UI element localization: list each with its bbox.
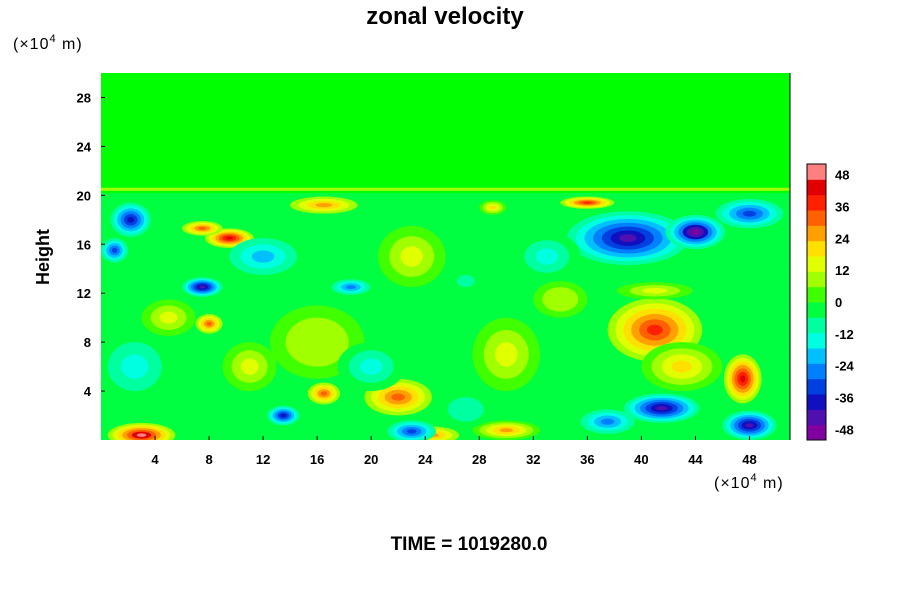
colorbar-swatch xyxy=(807,210,826,226)
velocity-contour xyxy=(206,321,212,326)
x-tick-label: 20 xyxy=(364,452,378,467)
velocity-contour xyxy=(456,403,475,416)
velocity-contour xyxy=(127,216,135,223)
velocity-contour xyxy=(199,285,206,289)
velocity-contour xyxy=(111,247,118,253)
velocity-contour xyxy=(280,413,287,418)
x-tick-label: 24 xyxy=(418,452,433,467)
velocity-contour xyxy=(346,285,356,290)
time-readout: TIME = 1019280.0 xyxy=(391,534,548,555)
colorbar-swatch xyxy=(807,179,826,196)
velocity-contour xyxy=(320,391,328,396)
colorbar-swatch xyxy=(807,394,826,410)
velocity-contour xyxy=(225,236,233,240)
velocity-contour xyxy=(671,360,693,373)
colorbar-swatch xyxy=(807,409,826,426)
y-tick-label: 28 xyxy=(77,90,91,105)
velocity-contour xyxy=(301,329,333,355)
x-tick-label: 36 xyxy=(580,452,594,467)
colorbar-swatch xyxy=(807,348,826,364)
velocity-contour xyxy=(740,375,746,383)
colorbar-labels: 48 36 24 12 0 -12 -24 -36 -48 xyxy=(835,168,855,438)
velocity-contour xyxy=(489,205,497,210)
x-tick-label: 40 xyxy=(634,452,648,467)
velocity-contour xyxy=(240,358,259,375)
velocity-contour xyxy=(499,428,514,433)
x-tick-label: 32 xyxy=(526,452,540,467)
velocity-contour xyxy=(742,210,757,217)
colorbar-label: -48 xyxy=(835,422,854,437)
y-tick-label: 20 xyxy=(77,188,91,203)
velocity-contour xyxy=(691,229,700,235)
velocity-contour xyxy=(600,418,615,425)
velocity-contour xyxy=(619,234,637,242)
colorbar-label: -36 xyxy=(835,391,854,406)
velocity-contour xyxy=(642,287,668,294)
colorbar-label: -24 xyxy=(835,359,855,374)
colorbar-swatch xyxy=(807,286,826,303)
colorbar-swatch xyxy=(807,240,826,257)
y-axis-unit: (×104 m) xyxy=(13,33,83,53)
x-tick-label: 48 xyxy=(742,452,756,467)
colorbar-label: 48 xyxy=(835,168,849,183)
colorbar-frame xyxy=(806,163,827,441)
colorbar-swatch xyxy=(807,302,826,318)
chart-title: zonal velocity xyxy=(366,3,524,30)
y-tick-label: 24 xyxy=(77,139,92,154)
colorbar-label: 12 xyxy=(835,263,849,278)
velocity-contour xyxy=(406,429,417,434)
colorbar-label: 24 xyxy=(835,231,850,246)
velocity-contour xyxy=(656,406,668,411)
colorbar-swatch xyxy=(807,363,826,380)
velocity-contour xyxy=(159,311,178,324)
y-tick-label: 4 xyxy=(84,384,92,399)
velocity-contour xyxy=(391,393,405,401)
x-tick-label: 8 xyxy=(205,452,212,467)
colorbar-swatch xyxy=(807,317,826,334)
plot-area xyxy=(101,73,790,440)
velocity-contour xyxy=(582,201,592,204)
velocity-contour xyxy=(136,433,147,437)
y-tick-label: 12 xyxy=(77,286,91,301)
colorbar-swatch xyxy=(807,256,826,272)
colorbar-label: 36 xyxy=(835,199,849,214)
colorbar-label: 0 xyxy=(835,295,842,310)
x-tick-label: 44 xyxy=(688,452,703,467)
y-tick-label: 16 xyxy=(77,237,91,252)
velocity-contour xyxy=(495,342,518,367)
colorbar-swatch xyxy=(807,194,826,211)
colorbar xyxy=(806,163,827,441)
velocity-contour xyxy=(121,354,149,379)
x-tick-label: 12 xyxy=(256,452,270,467)
velocity-contour xyxy=(745,423,754,428)
x-axis-unit: (×104 m) xyxy=(714,472,784,492)
y-tick-label: 8 xyxy=(84,335,91,350)
colorbar-swatch xyxy=(807,225,826,242)
velocity-contour xyxy=(315,202,333,208)
velocity-contour xyxy=(251,250,275,263)
velocity-contour xyxy=(456,274,475,288)
velocity-contour xyxy=(647,324,663,336)
x-tick-label: 28 xyxy=(472,452,486,467)
colorbar-swatch xyxy=(807,424,826,441)
colorbar-swatch xyxy=(807,378,826,395)
colorbar-swatch xyxy=(807,164,826,180)
velocity-contour xyxy=(535,248,559,265)
velocity-contour xyxy=(400,246,423,267)
x-axis-ticks: 4 8 12 16 20 24 28 32 36 40 44 48 xyxy=(151,436,757,467)
colorbar-swatch xyxy=(807,271,826,288)
colorbar-swatch xyxy=(807,332,826,349)
velocity-contour xyxy=(551,293,570,306)
velocity-contour xyxy=(359,358,383,375)
colorbar-label: -12 xyxy=(835,327,854,342)
velocity-field xyxy=(101,187,790,440)
velocity-contour xyxy=(198,226,207,230)
y-axis-label: Height xyxy=(33,229,53,285)
y-axis-ticks: 4 8 12 16 20 24 28 xyxy=(77,90,105,399)
x-tick-label: 4 xyxy=(151,452,159,467)
x-tick-label: 16 xyxy=(310,452,324,467)
